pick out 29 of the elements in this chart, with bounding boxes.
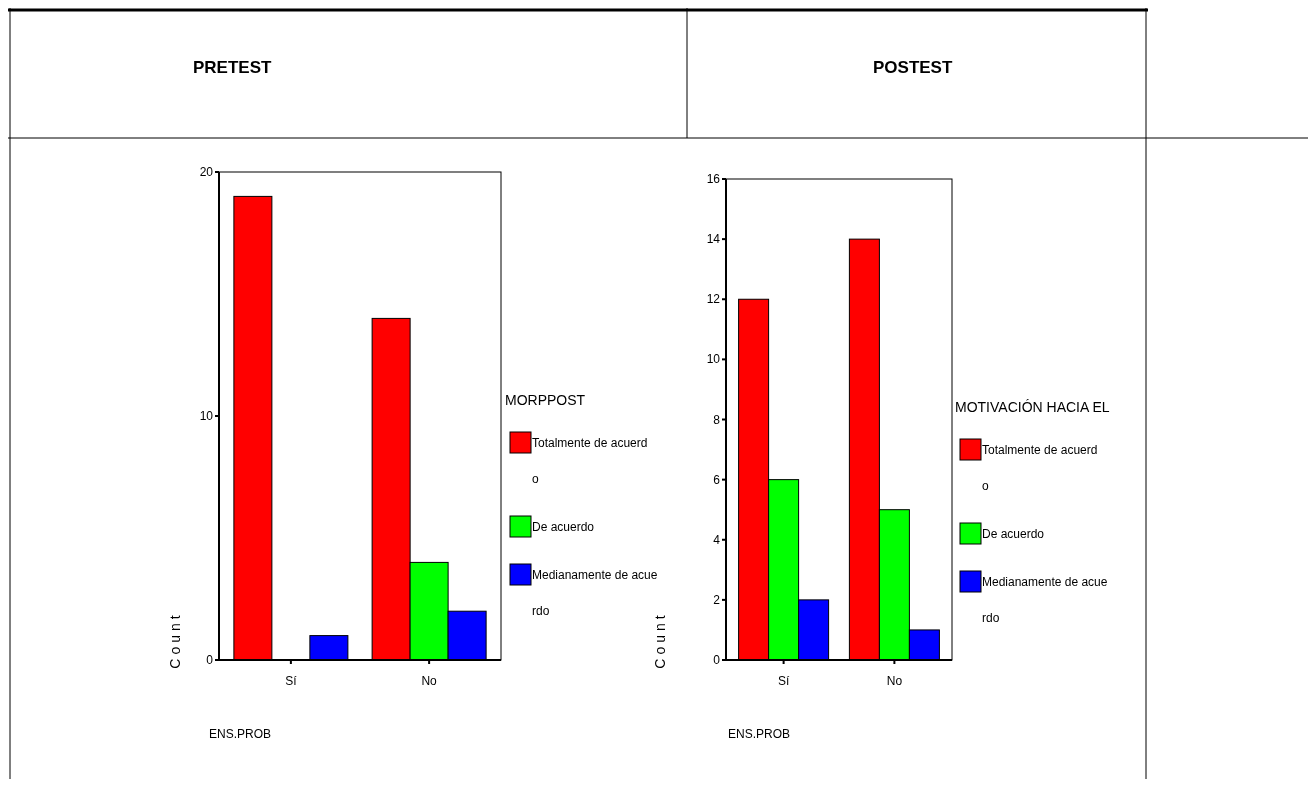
x-tick-label: Sí	[285, 674, 298, 688]
chart-title: POSTEST	[873, 58, 953, 77]
y-tick-label: 10	[706, 352, 721, 367]
y-axis-title: Count	[652, 611, 668, 669]
x-tick-label: No	[886, 674, 903, 688]
x-axis-title: ENS.PROB	[209, 727, 272, 741]
y-tick-label: 10	[199, 409, 214, 423]
y-tick-label: 0	[713, 653, 721, 667]
legend-title: MORPPOST	[505, 392, 586, 408]
y-axis-title: Count	[167, 611, 183, 669]
y-tick-label: 20	[199, 165, 214, 179]
y-tick-label: 6	[713, 472, 721, 487]
text: Medianamente de acuerdo	[982, 575, 1108, 625]
x-tick-label: Sí	[777, 674, 790, 688]
y-tick-label: 2	[713, 592, 721, 607]
legend-title: MOTIVACIÓN HACIA EL	[955, 399, 1110, 415]
chart-title: PRETEST	[193, 58, 273, 77]
x-tick-label: No	[421, 674, 438, 688]
y-tick-label: 0	[206, 653, 214, 667]
x-axis-title: ENS.PROB	[728, 727, 791, 741]
legend-label: De acuerdo	[532, 520, 595, 534]
y-tick-label: 4	[713, 532, 721, 547]
text: Totalmente de acuerdo	[982, 443, 1098, 493]
y-tick-label: 8	[713, 412, 721, 427]
text: Totalmente de acuerdo	[532, 436, 648, 486]
y-tick-label: 16	[706, 172, 721, 186]
y-tick-label: 14	[706, 232, 721, 247]
y-tick-label: 12	[706, 292, 721, 307]
legend-label: De acuerdo	[982, 527, 1045, 541]
